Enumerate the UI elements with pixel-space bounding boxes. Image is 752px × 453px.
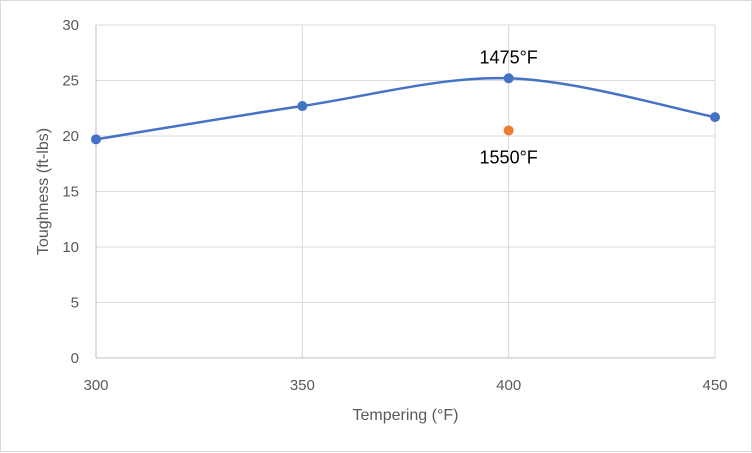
x-tick-label: 450 — [702, 377, 727, 394]
series-0-point — [503, 73, 514, 84]
y-tick-label: 20 — [62, 128, 79, 145]
y-tick-label: 5 — [71, 295, 79, 312]
labels: 1475°F 1550°F — [480, 47, 538, 167]
y-axis-title: Toughness (ft-lbs) — [35, 128, 52, 255]
data-annotation: 1550°F — [480, 147, 538, 167]
x-tick-label: 350 — [290, 377, 315, 394]
y-tick-label: 25 — [62, 73, 79, 90]
y-tick-label: 0 — [71, 350, 79, 367]
y-tick-label: 30 — [62, 17, 79, 34]
x-tick-label: 400 — [496, 377, 521, 394]
series — [91, 73, 720, 145]
series-0-line — [95, 76, 716, 141]
series-0-point — [297, 101, 308, 112]
y-tick-label: 15 — [62, 184, 79, 201]
y-tick-label: 10 — [62, 239, 79, 256]
data-annotation: 1475°F — [480, 47, 538, 67]
x-tick-label: 300 — [83, 377, 108, 394]
series-0-point — [710, 112, 720, 123]
grid-lines — [95, 24, 716, 359]
series-0-point — [91, 134, 101, 145]
x-axis-title: Tempering (°F) — [353, 407, 459, 424]
series-1-point — [503, 125, 514, 136]
axes: 0 5 10 15 20 25 30 300 350 400 450 — [62, 17, 727, 394]
